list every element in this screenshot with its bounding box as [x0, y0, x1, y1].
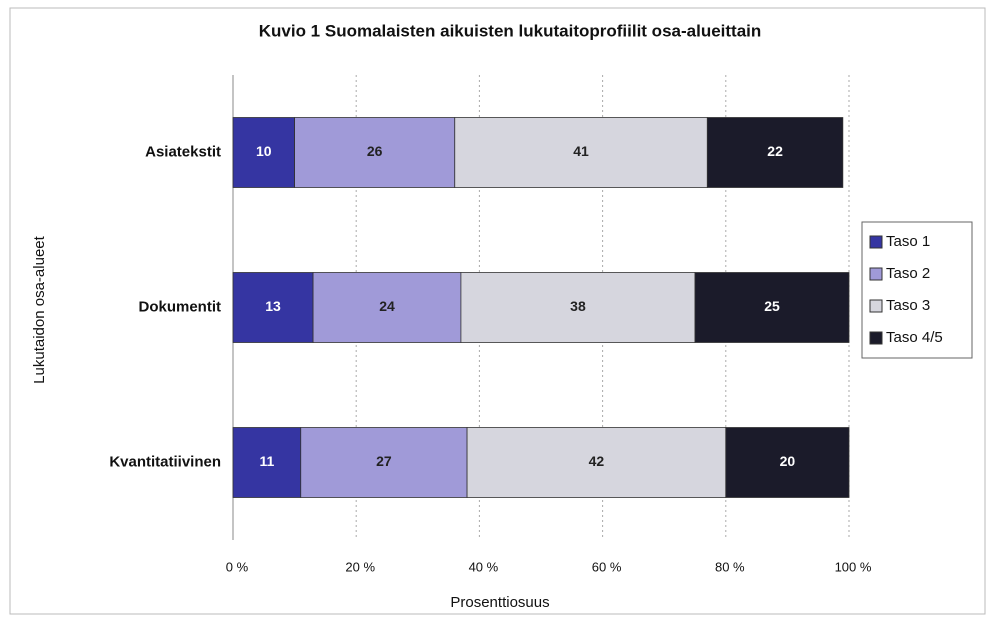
- data-label: 24: [379, 298, 395, 314]
- legend-label: Taso 2: [886, 265, 930, 282]
- chart-title: Kuvio 1 Suomalaisten aikuisten lukutaito…: [259, 21, 762, 40]
- bar-segment: [232, 427, 302, 498]
- bar-segment: [706, 117, 844, 188]
- data-label: 13: [265, 298, 281, 314]
- bar-segment: [694, 272, 850, 343]
- x-tick-label: 20 %: [345, 559, 375, 574]
- y-tick-label: Kvantitatiivinen: [109, 453, 221, 470]
- x-tick-label: 80 %: [715, 559, 745, 574]
- data-label: 27: [376, 453, 392, 469]
- y-tick-label: Dokumentit: [139, 298, 222, 315]
- data-label: 11: [259, 453, 274, 469]
- legend-swatch: [869, 331, 883, 345]
- y-tick-label: Asiatekstit: [145, 143, 221, 160]
- data-label: 42: [589, 453, 605, 469]
- x-axis-title: Prosenttiosuus: [450, 594, 549, 611]
- data-label: 38: [570, 298, 586, 314]
- data-label: 41: [573, 143, 589, 159]
- x-tick-label: 40 %: [469, 559, 499, 574]
- legend-swatch: [869, 299, 883, 313]
- bar-segment: [294, 117, 456, 188]
- data-label: 20: [780, 453, 796, 469]
- legend-swatch: [869, 267, 883, 281]
- legend-label: Taso 1: [886, 233, 930, 250]
- bar-segment: [725, 427, 850, 498]
- bar-segment: [466, 427, 727, 498]
- bar-segment: [300, 427, 468, 498]
- bar-segment: [232, 272, 314, 343]
- x-tick-label: 0 %: [226, 559, 249, 574]
- legend-label: Taso 4/5: [886, 329, 943, 346]
- bar-segment: [232, 117, 295, 188]
- data-label: 22: [767, 143, 783, 159]
- bar-segment: [460, 272, 696, 343]
- legend-swatch: [869, 235, 883, 249]
- y-axis-title: Lukutaidon osa-alueet: [31, 235, 48, 383]
- data-label: 25: [764, 298, 780, 314]
- data-label: 26: [367, 143, 383, 159]
- legend-label: Taso 3: [886, 297, 930, 314]
- x-tick-label: 100 %: [835, 559, 872, 574]
- x-tick-label: 60 %: [592, 559, 622, 574]
- data-label: 10: [256, 143, 272, 159]
